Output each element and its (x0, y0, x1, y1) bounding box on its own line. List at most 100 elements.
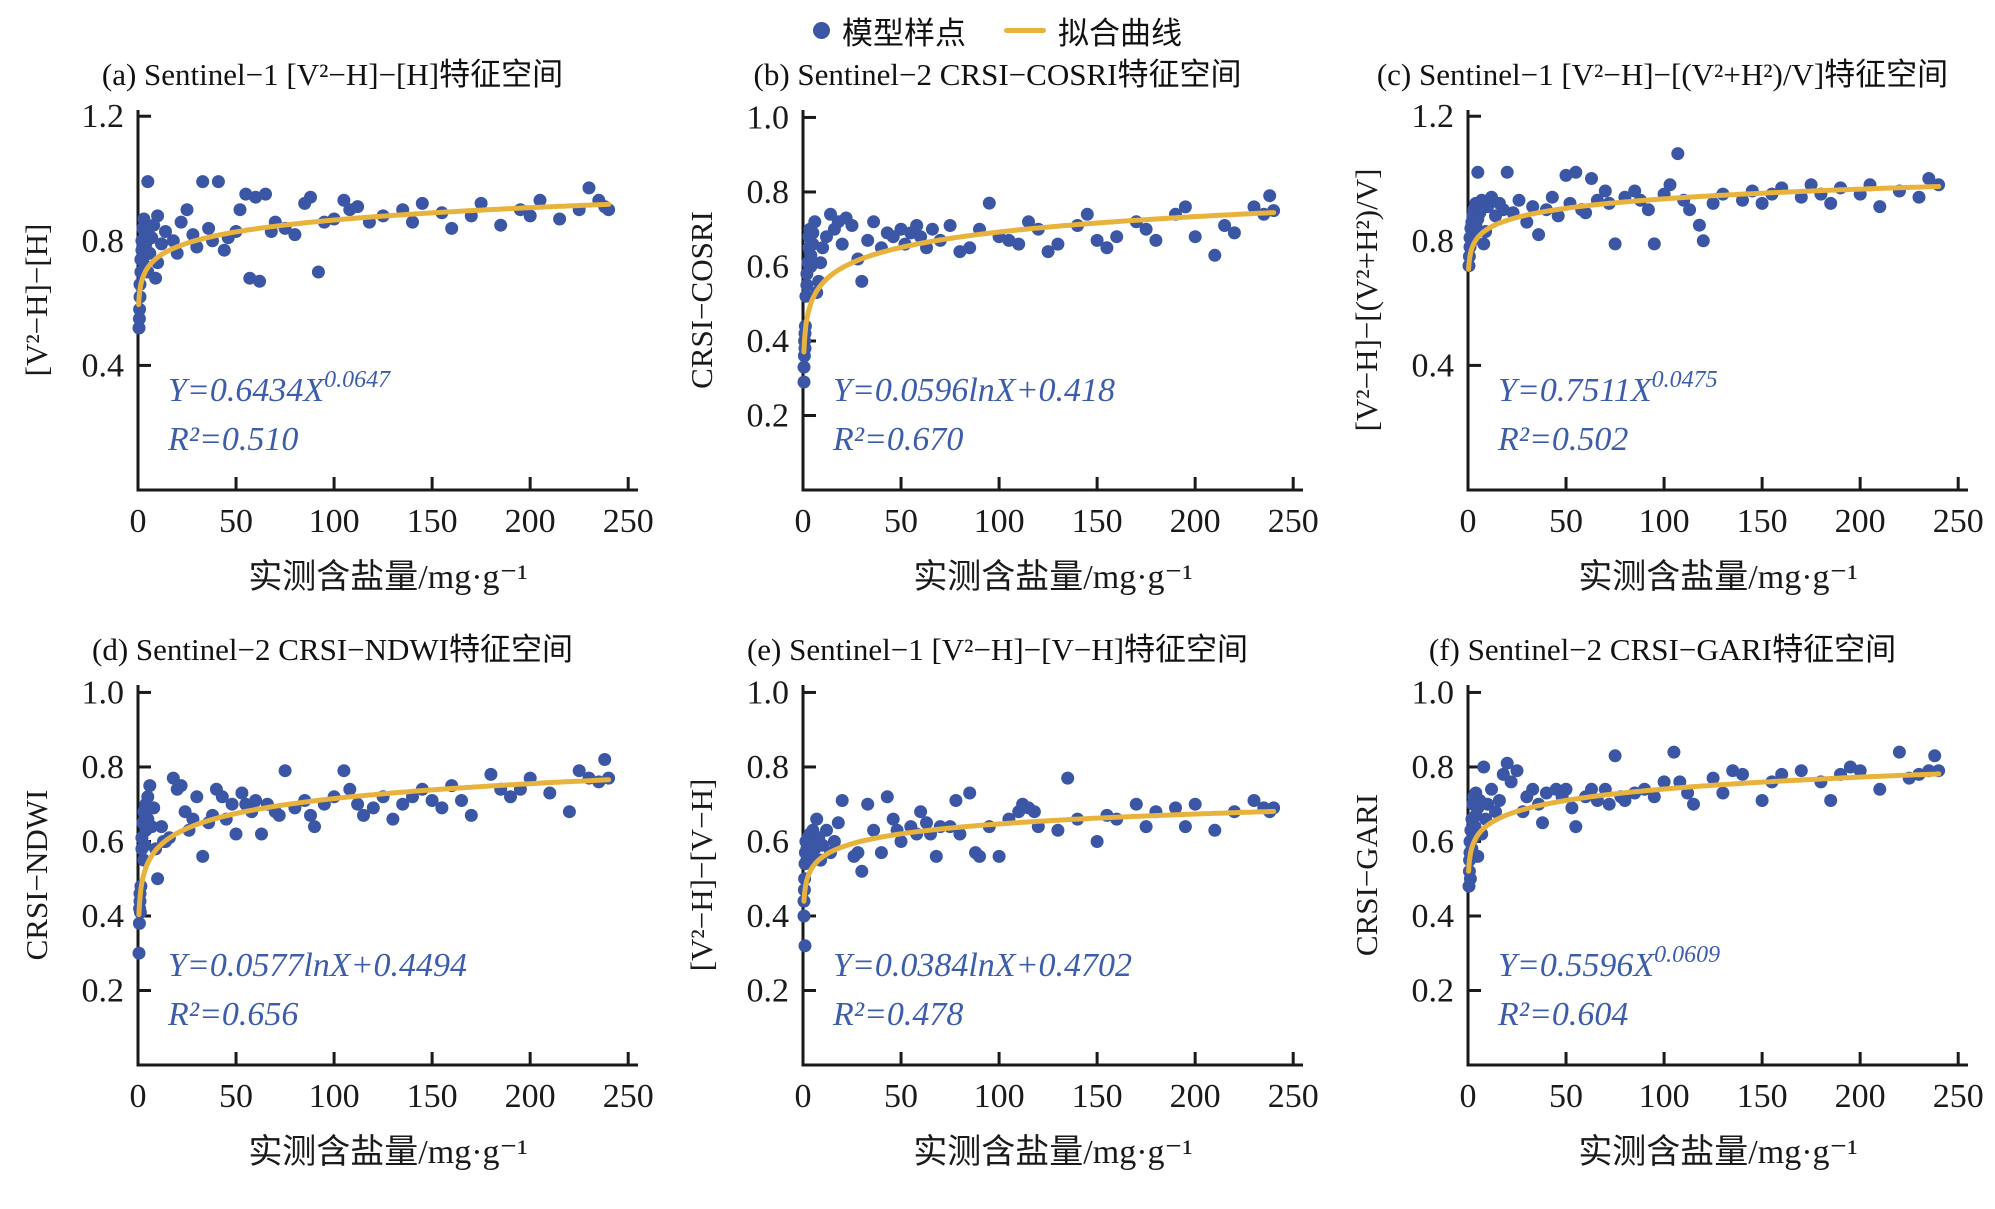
subplot-c: (c) Sentinel−1 [V²−H]−[(V²+H²)/V]特征空间 0.4… (1330, 52, 1995, 627)
fit-equation: Y=0.5596X0.0609 (1498, 942, 1720, 984)
fit-r-squared: R²=0.510 (167, 421, 298, 458)
y-tick-label: 0.4 (746, 898, 789, 935)
x-tick-label: 150 (406, 503, 457, 540)
y-tick-label: 0.8 (746, 749, 789, 786)
x-tick-label: 150 (1736, 503, 1787, 540)
x-tick-label: 100 (308, 503, 359, 540)
legend-sample-marker-icon (813, 21, 830, 39)
y-tick-label: 0.4 (81, 898, 124, 935)
axes-f: 0.2 0.4 0.6 0.8 1.0 0 50 100 150 200 250 (1411, 674, 1983, 1115)
legend-item-fit: 拟合曲线 (1004, 8, 1182, 53)
y-tick-label: 0.4 (81, 347, 124, 384)
y-tick-label: 0.4 (1411, 898, 1454, 935)
y-tick-label: 0.4 (746, 323, 789, 360)
x-tick-label: 150 (1071, 503, 1122, 540)
x-tick-label: 150 (1071, 1078, 1122, 1115)
subplot-f: (f) Sentinel−2 CRSI−GARI特征空间 0.2 0.4 0.6 0.8… (1330, 627, 1995, 1202)
subplot-chart-b: 0.2 0.4 0.6 0.8 1.0 0 50 100 150 200 250 CRSI−COSRI… (684, 99, 1318, 596)
x-tick-label: 50 (884, 503, 918, 540)
y-tick-label: 0.4 (1411, 347, 1454, 384)
fit-curve (800, 808, 1276, 904)
fit-curve (1465, 771, 1941, 874)
x-tick-label: 100 (308, 1078, 359, 1115)
fit-equation: Y=0.0596lnX+0.418 (833, 372, 1115, 409)
x-tick-label: 250 (1267, 1078, 1317, 1115)
fit-curve (135, 777, 611, 918)
x-tick-label: 0 (1459, 503, 1476, 540)
y-tick-label: 0.6 (81, 823, 124, 860)
subplot-chart-d: 0.2 0.4 0.6 0.8 1.0 0 50 100 150 200 250 CRSI−NDWI 实… (19, 674, 653, 1171)
y-tick-label: 1.2 (81, 98, 124, 135)
legend-sample-label: 模型样点 (842, 15, 966, 51)
y-tick-label: 1.0 (1411, 674, 1454, 711)
y-tick-label: 1.0 (746, 99, 789, 136)
fit-r-squared: R²=0.670 (832, 421, 963, 458)
x-axis-label: 实测含盐量/mg·g⁻¹ (1578, 558, 1857, 596)
y-tick-label: 1.0 (81, 674, 124, 711)
x-tick-label: 50 (884, 1078, 918, 1115)
y-axis-label: [V²−H]−[(V²+H²)/V] (1349, 169, 1384, 432)
subplot-title-c: (c) Sentinel−1 [V²−H]−[(V²+H²)/V]特征空间 (1376, 57, 1949, 92)
subplot-chart-a: 0.4 0.8 1.2 0 50 100 150 200 250 [V²−H]−[H] 实测含盐量/… (19, 98, 653, 596)
fit-curve (1465, 184, 1941, 272)
y-tick-label: 0.2 (746, 972, 789, 1009)
y-tick-label: 0.6 (1411, 823, 1454, 860)
x-axis-label: 实测含盐量/mg·g⁻¹ (248, 558, 527, 596)
y-tick-label: 0.6 (746, 248, 789, 285)
subplot-title-a: (a) Sentinel−1 [V²−H]−[H]特征空间 (101, 57, 564, 92)
fit-curve (135, 201, 611, 308)
x-tick-label: 100 (1638, 1078, 1689, 1115)
x-tick-label: 50 (219, 1078, 253, 1115)
y-tick-label: 1.0 (746, 674, 789, 711)
x-axis-label: 实测含盐量/mg·g⁻¹ (248, 1133, 527, 1171)
axes-d: 0.2 0.4 0.6 0.8 1.0 0 50 100 150 200 250 (81, 674, 653, 1115)
y-tick-label: 0.8 (746, 174, 789, 211)
legend-fit-line-icon (1004, 27, 1046, 33)
y-tick-label: 0.8 (1411, 749, 1454, 786)
y-tick-label: 0.2 (81, 972, 124, 1009)
subplot-e: (e) Sentinel−1 [V²−H]−[V−H]特征空间 0.2 0.4 0.6… (665, 627, 1330, 1202)
x-tick-label: 150 (1736, 1078, 1787, 1115)
x-axis-label: 实测含盐量/mg·g⁻¹ (913, 1133, 1192, 1171)
x-axis-label: 实测含盐量/mg·g⁻¹ (1578, 1133, 1857, 1171)
x-tick-label: 100 (973, 1078, 1024, 1115)
fit-equation: Y=0.6434X0.0647 (168, 367, 391, 409)
fit-r-squared: R²=0.604 (1497, 996, 1628, 1033)
subplot-chart-e: 0.2 0.4 0.6 0.8 1.0 0 50 100 150 200 250 [V²−H]−[V−… (684, 674, 1318, 1171)
legend: 模型样点 拟合曲线 (0, 0, 1995, 52)
subplot-title-d: (d) Sentinel−2 CRSI−NDWI特征空间 (92, 632, 573, 667)
subplot-b: (b) Sentinel−2 CRSI−COSRI特征空间 0.2 0.4 0.6 0.… (665, 52, 1330, 627)
subplot-chart-f: 0.2 0.4 0.6 0.8 1.0 0 50 100 150 200 250 CRSI−GARI 实… (1349, 674, 1983, 1171)
x-tick-label: 200 (1169, 503, 1220, 540)
x-tick-label: 250 (1267, 503, 1317, 540)
y-tick-label: 0.6 (746, 823, 789, 860)
x-tick-label: 200 (504, 503, 555, 540)
x-tick-label: 50 (219, 503, 253, 540)
y-axis-label: CRSI−NDWI (19, 790, 54, 961)
subplot-title-e: (e) Sentinel−1 [V²−H]−[V−H]特征空间 (746, 632, 1249, 667)
scatter-points (132, 753, 615, 960)
x-tick-label: 100 (1638, 503, 1689, 540)
axes-a: 0.4 0.8 1.2 0 50 100 150 200 250 (81, 98, 653, 540)
fit-r-squared: R²=0.502 (1497, 421, 1628, 458)
x-tick-label: 200 (504, 1078, 555, 1115)
subplot-a: (a) Sentinel−1 [V²−H]−[H]特征空间 0.4 0.8 1.2 0 5… (0, 52, 665, 627)
y-axis-label: CRSI−COSRI (684, 211, 719, 389)
x-tick-label: 0 (794, 503, 811, 540)
x-tick-label: 0 (1459, 1078, 1476, 1115)
legend-item-samples: 模型样点 (813, 8, 966, 53)
x-tick-label: 150 (406, 1078, 457, 1115)
scatter-points (1462, 147, 1945, 273)
x-tick-label: 250 (602, 503, 652, 540)
x-tick-label: 200 (1169, 1078, 1220, 1115)
y-axis-label: [V²−H]−[H] (19, 224, 54, 377)
axes-c: 0.4 0.8 1.2 0 50 100 150 200 250 (1411, 98, 1983, 540)
fit-r-squared: R²=0.478 (832, 996, 963, 1033)
fit-equation: Y=0.7511X0.0475 (1498, 367, 1718, 409)
subplot-d: (d) Sentinel−2 CRSI−NDWI特征空间 0.2 0.4 0.6 0.8… (0, 627, 665, 1202)
y-axis-label: [V²−H]−[V−H] (684, 779, 719, 972)
y-tick-label: 0.2 (746, 397, 789, 434)
fit-equation: Y=0.0384lnX+0.4702 (833, 947, 1132, 984)
fit-curve (800, 210, 1276, 355)
